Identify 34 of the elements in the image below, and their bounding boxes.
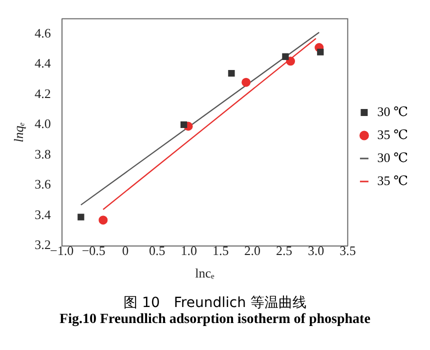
point [282, 53, 289, 60]
x-tick-label: −0.5 [82, 243, 106, 258]
x-tick-label: −1.0 [50, 243, 74, 258]
x-tick-label: 3.0 [308, 243, 324, 258]
legend-label: 30 ℃ [377, 150, 408, 165]
point [98, 216, 108, 225]
x-tick-label: 0.5 [149, 243, 166, 258]
x-tick-label: 2.5 [276, 243, 292, 258]
y-tick-label: 3.4 [34, 206, 52, 222]
x-tick-label: 3.5 [340, 243, 356, 258]
x-tick-label: 0 [122, 243, 129, 258]
text: Fig.10 Freundlich adsorption isotherm of phosphate [58, 312, 372, 328]
y-tick-label: 4.6 [34, 25, 52, 40]
x-tick-label: 2.0 [244, 243, 261, 258]
x-tick-label: 1.0 [180, 243, 198, 258]
y-axis-title: lnqₑ [11, 122, 26, 142]
x-axis-title: lncₑ [195, 266, 216, 281]
point [317, 48, 324, 56]
x-tick-label: 1.5 [212, 243, 229, 258]
y-tick-label: 4.0 [34, 116, 51, 132]
point [228, 70, 235, 77]
point [242, 78, 251, 87]
point [286, 56, 296, 66]
legend-label: 30 ℃ [377, 104, 408, 119]
legend-label: 35 ℃ [377, 126, 408, 142]
point [180, 121, 188, 128]
text: 图 10 Freundlich 等温曲线 [122, 294, 308, 312]
y-tick-label: 4.2 [34, 86, 51, 101]
y-tick-label: 3.6 [34, 176, 52, 192]
point [78, 214, 84, 220]
y-tick-label: 4.4 [34, 56, 52, 71]
legend-label: 35 ℃ [377, 172, 408, 188]
y-tick-label: 3.8 [34, 146, 51, 162]
y-tick-label: 3.2 [34, 237, 51, 252]
